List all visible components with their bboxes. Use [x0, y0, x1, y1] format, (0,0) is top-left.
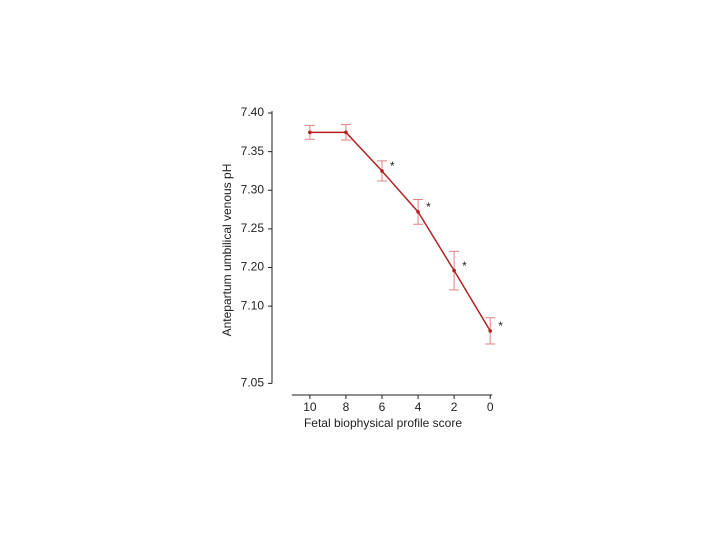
annotation: * — [426, 200, 431, 214]
data-point — [344, 130, 348, 135]
data-point — [452, 268, 456, 273]
y-tick-label: 7.10 — [241, 298, 265, 312]
x-tick-label: 4 — [415, 400, 422, 414]
x-tick-label: 6 — [379, 400, 386, 414]
y-tick-label: 7.35 — [241, 144, 265, 158]
x-tick-label: 2 — [451, 400, 458, 414]
data-point — [416, 210, 420, 214]
x-axis-label: Fetal biophysical profile score — [304, 416, 462, 430]
y-axis-label: Antepartum umbilical venous pH — [220, 164, 234, 337]
annotation: * — [462, 259, 467, 273]
y-tick-label: 7.05 — [241, 376, 265, 390]
y-tick-label: 7.30 — [241, 182, 265, 196]
x-tick-label: 0 — [487, 400, 494, 414]
y-tick-label: 7.40 — [241, 105, 265, 119]
x-tick-label: 8 — [343, 400, 350, 414]
annotation: * — [390, 159, 395, 173]
y-tick-label: 7.20 — [241, 260, 265, 274]
data-point — [308, 130, 312, 135]
data-line — [309, 131, 491, 332]
data-point — [488, 329, 492, 333]
data-point — [380, 169, 384, 173]
x-tick-label: 10 — [303, 400, 317, 414]
y-tick-label: 7.25 — [241, 221, 265, 235]
annotation: * — [498, 319, 503, 333]
